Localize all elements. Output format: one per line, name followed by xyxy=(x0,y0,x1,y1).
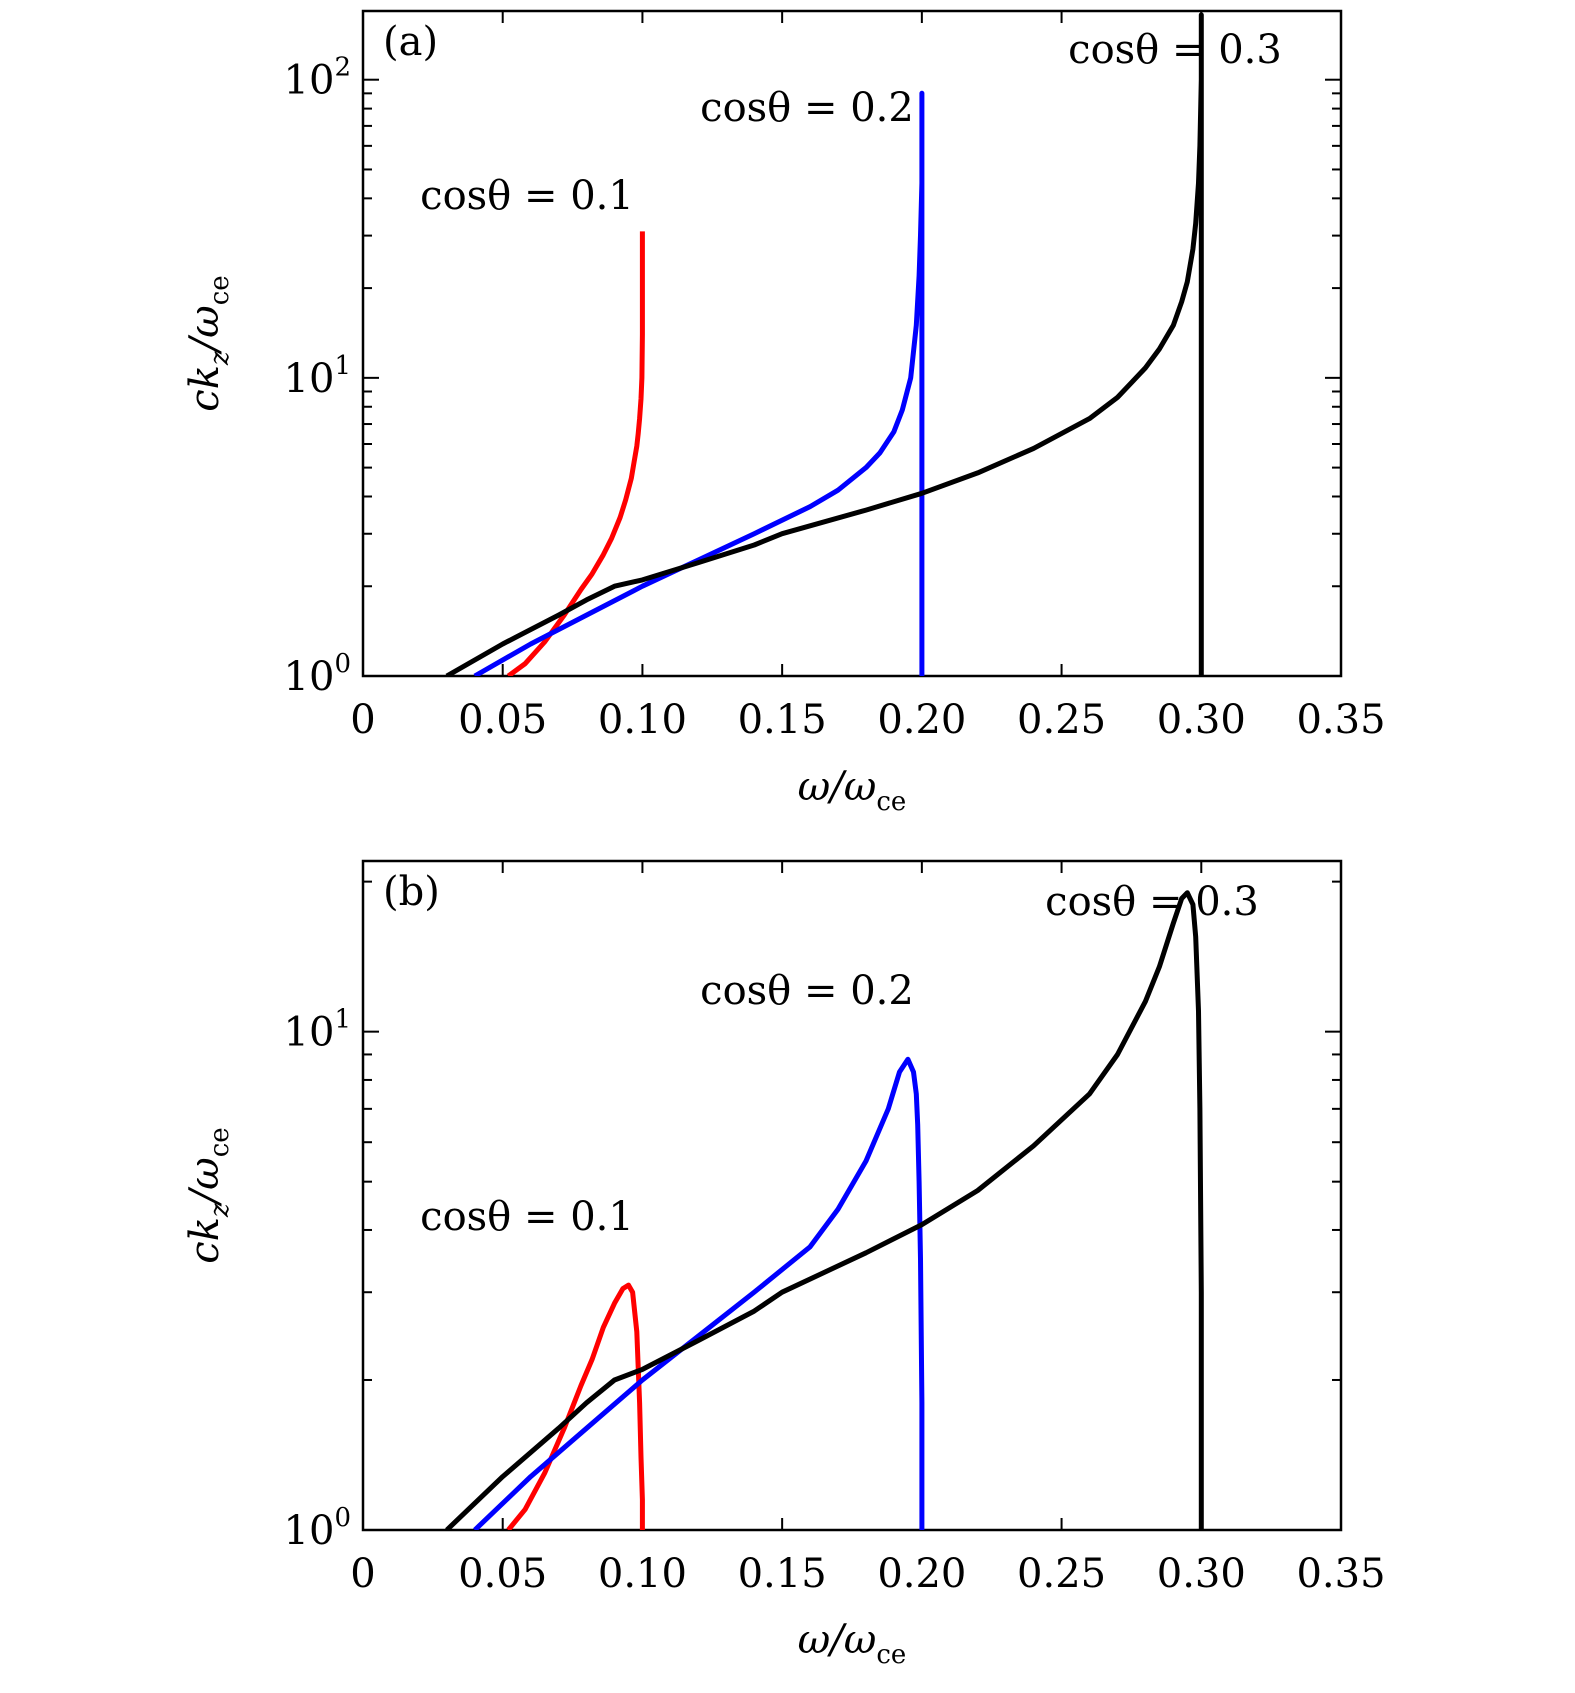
x-tick-label: 0.25 xyxy=(1017,697,1106,743)
curve-label: cosθ = 0.3 xyxy=(1068,27,1282,73)
x-tick-label: 0.05 xyxy=(458,697,547,743)
curve-label: cosθ = 0.3 xyxy=(1045,879,1259,925)
x-tick-label: 0.35 xyxy=(1296,1551,1385,1597)
y-tick-label: 101 xyxy=(284,1005,351,1056)
panel-label: (a) xyxy=(383,19,438,65)
panel-label: (b) xyxy=(383,869,440,915)
series-line-cos-2 xyxy=(473,90,925,676)
plot-frame xyxy=(361,859,1343,1532)
x-tick-label: 0.30 xyxy=(1157,1551,1246,1597)
series-line-cos-1 xyxy=(506,231,645,676)
curve-label: cosθ = 0.1 xyxy=(420,1194,634,1240)
curve-label: cosθ = 0.2 xyxy=(700,968,914,1014)
x-tick-label: 0.15 xyxy=(738,697,827,743)
y-tick-label: 100 xyxy=(284,1503,351,1554)
y-tick-label: 100 xyxy=(284,649,351,700)
chart-panel-a: 0 0.05 0.10 0.15 0.20 0.25 0.30 0.35 100 101 102 co… xyxy=(182,9,1386,817)
x-tick-label: 0 xyxy=(350,697,375,743)
x-tick-label: 0.10 xyxy=(598,1551,687,1597)
series-line-cos-3 xyxy=(445,12,1204,676)
series-line-cos-1 xyxy=(506,1282,645,1530)
x-tick-label: 0.35 xyxy=(1296,697,1385,743)
x-tick-label: 0.10 xyxy=(598,697,687,743)
series-line-cos-3 xyxy=(445,890,1204,1530)
curve-label: cosθ = 0.1 xyxy=(420,173,634,219)
x-tick-label: 0.20 xyxy=(877,1551,966,1597)
curve-label: cosθ = 0.2 xyxy=(700,85,914,131)
x-axis-label: ω/ωce xyxy=(798,764,907,817)
chart-panel-b: 0 0.05 0.10 0.15 0.20 0.25 0.30 0.35 100 101 cosθ … xyxy=(182,859,1386,1670)
y-tick-label: 102 xyxy=(284,53,351,104)
x-tick-label: 0.30 xyxy=(1157,697,1246,743)
y-axis-label: ckz/ωce xyxy=(182,1127,235,1263)
x-tick-label: 0.20 xyxy=(877,697,966,743)
x-axis-label: ω/ωce xyxy=(798,1617,907,1670)
plot-frame xyxy=(361,9,1343,678)
x-tick-label: 0 xyxy=(350,1551,375,1597)
y-axis-label: ckz/ωce xyxy=(182,275,235,411)
y-tick-label: 101 xyxy=(284,351,351,402)
series-line-cos-2 xyxy=(473,1056,925,1530)
x-tick-label: 0.15 xyxy=(738,1551,827,1597)
x-tick-label: 0.25 xyxy=(1017,1551,1106,1597)
x-tick-label: 0.05 xyxy=(458,1551,547,1597)
